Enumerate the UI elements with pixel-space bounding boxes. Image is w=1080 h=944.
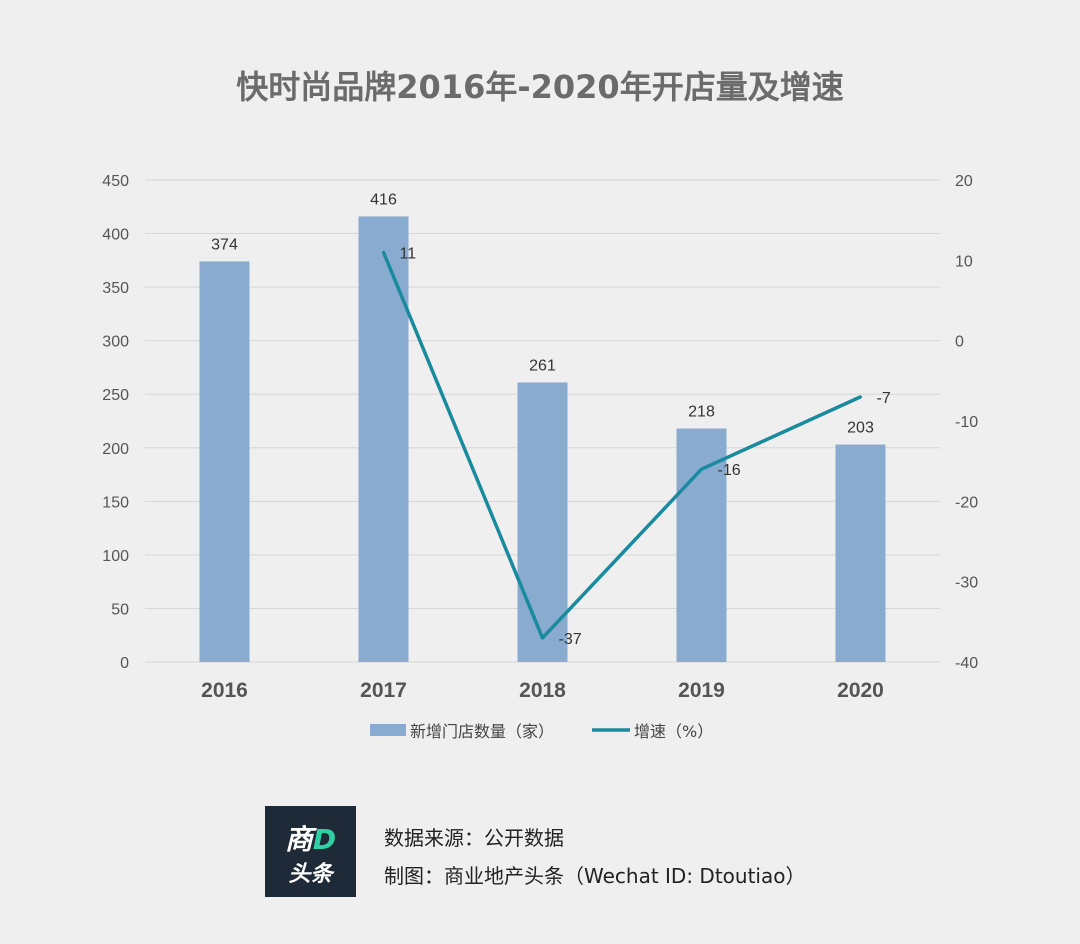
- bar: [517, 382, 568, 662]
- growth-point: [700, 467, 703, 471]
- line-value-label: 11: [400, 245, 417, 262]
- bar-data-labels: 374 416 261 218 203: [211, 191, 874, 436]
- right-tick-label: 10: [955, 253, 973, 270]
- left-tick-label: 250: [102, 387, 129, 404]
- growth-line: [381, 250, 862, 640]
- bar-value-label: 218: [688, 403, 715, 420]
- category-label: 2020: [837, 679, 884, 702]
- category-label: 2017: [360, 679, 407, 702]
- left-tick-label: 0: [120, 655, 129, 672]
- legend-swatch-bar: [370, 724, 406, 736]
- data-source: 数据来源：公开数据: [384, 826, 564, 850]
- bar-value-label: 416: [370, 191, 397, 208]
- right-tick-label: -40: [955, 655, 978, 672]
- bar-value-label: 203: [847, 420, 874, 437]
- bar: [358, 216, 409, 662]
- left-tick-label: 200: [102, 441, 129, 458]
- line-value-label: -16: [718, 462, 741, 479]
- line-value-label: -37: [559, 631, 582, 648]
- legend: 新增门店数量（家） 增速（%）: [370, 722, 713, 741]
- left-tick-label: 50: [111, 601, 129, 618]
- line-value-label: -7: [877, 390, 891, 407]
- chart-title: 快时尚品牌2016年-2020年开店量及增速: [236, 68, 844, 106]
- bar: [835, 444, 886, 662]
- left-axis-ticks: 0 50 100 150 200 250 300 350 400 450: [102, 173, 129, 672]
- category-label: 2016: [201, 679, 248, 702]
- growth-point: [859, 395, 862, 399]
- left-tick-label: 100: [102, 548, 129, 565]
- right-axis-ticks: -40 -30 -20 -10 0 10 20: [955, 173, 978, 672]
- right-tick-label: -10: [955, 414, 978, 431]
- left-tick-label: 300: [102, 334, 129, 351]
- brand-logo: 商D 头条: [265, 806, 356, 897]
- right-tick-label: 0: [955, 334, 964, 351]
- line-data-labels: 11 -37 -16 -7: [400, 245, 891, 648]
- legend-label-bar: 新增门店数量（家）: [410, 722, 554, 741]
- left-tick-label: 350: [102, 280, 129, 297]
- category-label: 2018: [519, 679, 566, 702]
- right-tick-label: -30: [955, 575, 978, 592]
- category-label: 2019: [678, 679, 725, 702]
- footer: 商D 头条 数据来源：公开数据 制图：商业地产头条（Wechat ID: Dto…: [265, 806, 885, 898]
- growth-point: [382, 250, 385, 254]
- right-tick-label: 20: [955, 173, 973, 190]
- bar-value-label: 261: [529, 357, 556, 374]
- growth-line-path: [381, 251, 862, 640]
- left-tick-label: 450: [102, 173, 129, 190]
- bars: [199, 216, 886, 662]
- bar: [199, 261, 250, 662]
- left-tick-label: 400: [102, 227, 129, 244]
- growth-point: [541, 636, 544, 640]
- right-tick-label: -20: [955, 494, 978, 511]
- bar-value-label: 374: [211, 236, 238, 253]
- chart-credit: 制图：商业地产头条（Wechat ID: Dtoutiao）: [384, 864, 806, 888]
- category-labels: 2016 2017 2018 2019 2020: [201, 679, 884, 702]
- legend-label-line: 增速（%）: [634, 722, 713, 741]
- left-tick-label: 150: [102, 494, 129, 511]
